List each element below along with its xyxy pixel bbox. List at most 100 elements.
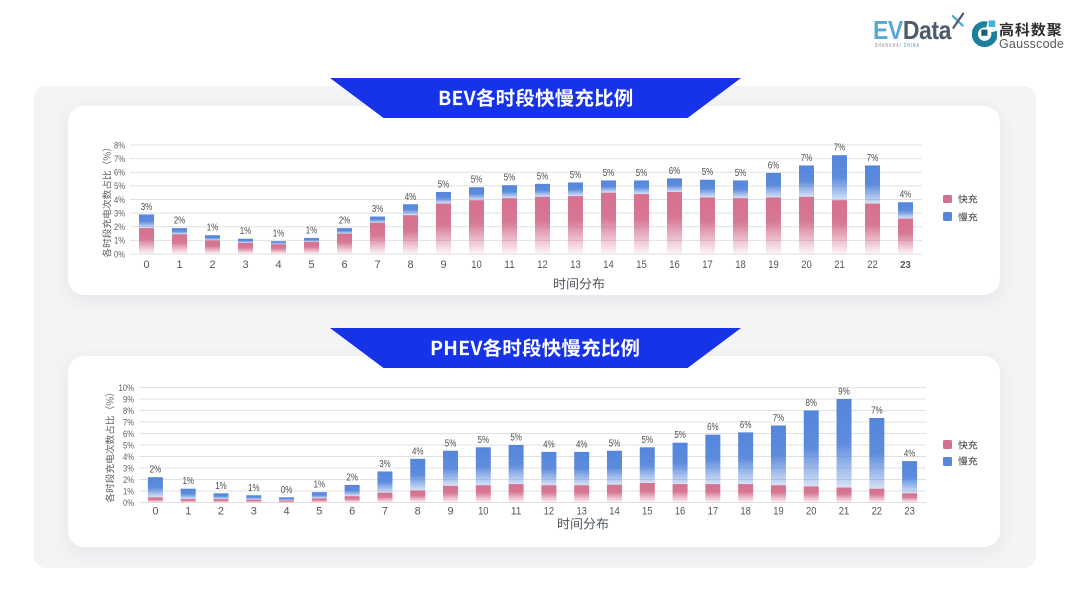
bar-total-label: 5%	[537, 171, 549, 182]
x-tick-label: 7	[382, 506, 388, 518]
bar-total-label: 7%	[773, 413, 785, 424]
gausscode-ring-icon	[972, 20, 997, 48]
bar-total-label: 5%	[478, 435, 490, 446]
bar-segment-fast	[541, 485, 557, 503]
bar-segment-fast	[337, 233, 352, 254]
x-tick-label: 2	[218, 506, 224, 518]
bar-total-label: 5%	[510, 433, 522, 444]
bar-segment-fast	[172, 234, 187, 254]
bar-segment-slow	[172, 228, 187, 235]
evdata-logo-data: Data	[902, 15, 952, 45]
y-tick-label: 0%	[123, 498, 134, 509]
x-tick-label: 22	[872, 506, 883, 518]
x-tick-label: 11	[511, 506, 521, 518]
bev-chart-title	[438, 88, 633, 108]
x-tick-label: 8	[415, 506, 421, 518]
x-tick-label: 0	[152, 506, 158, 518]
bar-total-label: 5%	[674, 430, 686, 441]
bar-segment-fast	[139, 228, 154, 254]
bar-segment-slow	[311, 492, 327, 499]
bar-total-label: 3%	[379, 459, 391, 470]
y-tick-label: 9%	[123, 394, 134, 405]
y-tick-label: 2%	[123, 475, 134, 486]
x-tick-label: 18	[740, 506, 751, 518]
bar-segment-fast	[205, 240, 220, 254]
bar-segment-fast	[705, 484, 721, 503]
bar-segment-slow	[205, 235, 220, 241]
bev-chart: 0% 1% 2% 3% 4% 5% 6% 7% 8% 3% 2% 1% 1% 1% 1% 2% 3% 4% 5% 5%…	[114, 140, 922, 271]
bar-total-label: 3%	[372, 204, 384, 215]
bar-segment-fast	[803, 486, 819, 503]
x-tick-label: 7	[374, 259, 380, 271]
x-tick-label: 18	[735, 259, 746, 271]
bev-banner	[330, 78, 741, 118]
bar-segment-slow	[508, 445, 524, 485]
bar-total-label: 4%	[405, 192, 417, 203]
phev-legend	[943, 439, 977, 474]
bev-y-axis-title	[101, 142, 112, 258]
bar-segment-slow	[147, 477, 163, 498]
bars	[147, 399, 918, 503]
bar-segment-slow	[541, 451, 557, 486]
legend-swatch	[943, 440, 952, 449]
legend-item-fast[interactable]	[943, 194, 977, 204]
bars	[139, 155, 913, 254]
bar-total-label: 1%	[273, 229, 285, 240]
bar-segment-slow	[601, 180, 616, 193]
bar-total-label: 9%	[838, 387, 850, 398]
x-tick-label: 23	[904, 506, 915, 518]
legend-item-slow[interactable]	[943, 212, 977, 222]
bar-total-label: 4%	[543, 439, 555, 450]
gridlines	[130, 144, 922, 255]
bar-total-label: 5%	[609, 438, 621, 449]
phev-y-axis-title	[104, 387, 115, 503]
bar-segment-fast	[213, 499, 229, 503]
bar-total-label: 7%	[871, 405, 883, 416]
bar-segment-slow	[667, 178, 682, 193]
y-axis-tick-labels: 0%1%2%3%4%5%6%7%8%9%10%	[119, 383, 135, 509]
x-tick-label: 14	[603, 259, 614, 271]
x-axis-tick-labels: 0 1 2 3 4 5 6 7 8 9 10 11 12 13 14 15 16 17 18 19 20 21 22 23	[143, 259, 911, 271]
legend-item-slow[interactable]	[943, 456, 977, 466]
bar-segment-fast	[738, 484, 754, 503]
bar-segment-fast	[568, 196, 583, 254]
bar-segment-fast	[634, 194, 649, 254]
y-tick-label: 6%	[114, 168, 125, 179]
y-tick-label: 7%	[123, 417, 134, 428]
legend-item-fast[interactable]	[943, 439, 977, 450]
bar-segment-slow	[770, 425, 786, 486]
gridlines	[139, 387, 926, 503]
bar-segment-slow	[246, 495, 262, 500]
legend-swatch	[943, 194, 952, 204]
y-tick-label: 5%	[123, 440, 134, 451]
x-tick-label: 15	[642, 506, 653, 518]
x-tick-label: 17	[702, 259, 713, 271]
bar-segment-slow	[475, 447, 491, 486]
y-tick-label: 10%	[119, 383, 135, 394]
x-tick-label: 21	[834, 259, 845, 271]
y-tick-label: 4%	[114, 195, 125, 206]
x-tick-label: 23	[900, 260, 911, 271]
bar-segment-fast	[410, 490, 426, 503]
x-tick-label: 19	[773, 506, 784, 518]
x-tick-label: 21	[839, 506, 850, 518]
bar-segment-slow	[271, 241, 286, 245]
bar-segment-slow	[180, 488, 196, 500]
bar-segment-fast	[832, 200, 847, 254]
bar-total-label: 0%	[281, 485, 293, 496]
x-tick-label: 16	[675, 506, 686, 518]
x-tick-label: 22	[867, 259, 878, 271]
bar-total-label: 6%	[768, 160, 780, 171]
bar-segment-fast	[443, 485, 459, 503]
bar-total-label: 5%	[735, 168, 747, 179]
bar-segment-slow	[700, 179, 715, 198]
bar-segment-slow	[799, 165, 814, 197]
y-axis-tick-labels: 0% 1% 2% 3% 4% 5% 6% 7% 8%	[114, 140, 125, 260]
x-tick-label: 13	[570, 259, 581, 271]
bar-total-label: 5%	[471, 175, 483, 186]
bar-segment-slow	[304, 237, 319, 242]
bar-segment-slow	[337, 228, 352, 234]
bar-total-label: 2%	[339, 216, 351, 227]
bar-segment-slow	[705, 434, 721, 485]
bar-total-label: 5%	[702, 167, 714, 178]
